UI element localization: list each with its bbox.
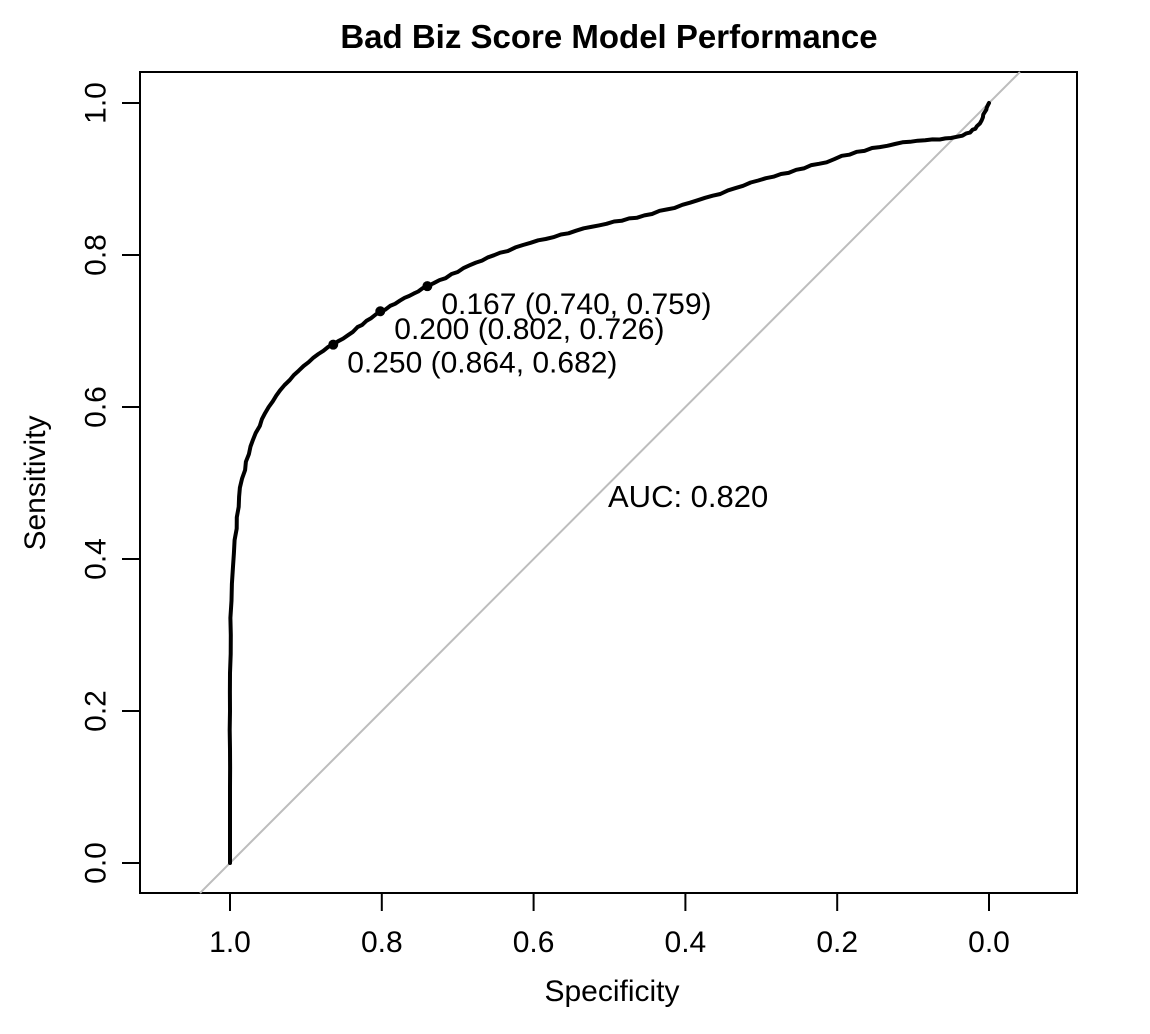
x-axis-title: Specificity [544, 975, 679, 1008]
x-tick-label: 1.0 [209, 926, 251, 959]
y-tick-label: 0.6 [80, 386, 113, 428]
y-tick-label: 0.2 [80, 690, 113, 732]
axes-layer: 1.0 0.8 0.6 0.4 0.2 0.0 0.0 0.2 0.4 0.6 0.8 1.0 [80, 71, 1078, 959]
plot-frame [139, 71, 1078, 894]
chance-diagonal-line [199, 71, 1021, 894]
threshold-point-label: 0.200 (0.802, 0.726) [394, 313, 664, 346]
chart-title: Bad Biz Score Model Performance [340, 18, 877, 55]
threshold-point-label: 0.167 (0.740, 0.759) [441, 288, 711, 321]
x-tick-label: 0.4 [665, 926, 707, 959]
threshold-point [375, 306, 386, 317]
y-tick-label: 0.4 [80, 538, 113, 580]
x-tick-label: 0.8 [361, 926, 403, 959]
roc-curve [227, 101, 991, 865]
y-tick-label: 0.0 [80, 842, 113, 884]
threshold-point [328, 339, 339, 350]
y-tick-label: 0.8 [80, 234, 113, 276]
y-tick-label: 1.0 [80, 82, 113, 124]
threshold-points-layer: 0.167 (0.740, 0.759)0.200 (0.802, 0.726)… [328, 281, 712, 380]
y-axis-title: Sensitivity [19, 415, 52, 550]
x-tick-label: 0.0 [968, 926, 1010, 959]
roc-curve-layer [227, 101, 991, 865]
diagonal-layer [199, 71, 1021, 894]
x-tick-label: 0.6 [513, 926, 555, 959]
threshold-point-label: 0.250 (0.864, 0.682) [347, 347, 617, 380]
threshold-point [422, 281, 433, 292]
auc-annotation: AUC: 0.820 [608, 479, 768, 514]
x-tick-label: 0.2 [816, 926, 858, 959]
